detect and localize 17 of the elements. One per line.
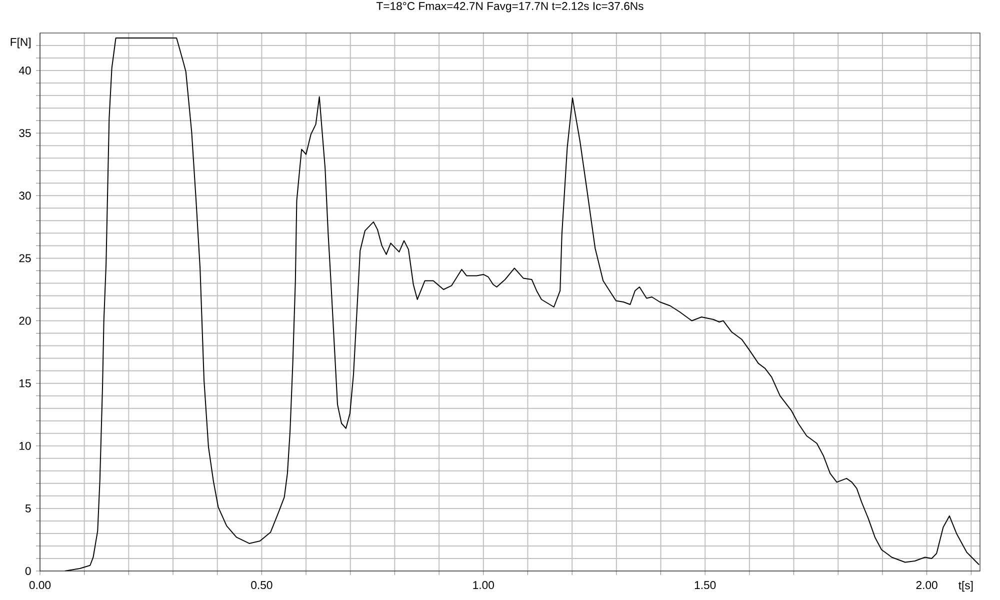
x-tick-label: 0.50 [251, 581, 272, 590]
chart-title: T=18°C Fmax=42.7N Favg=17.7N t=2.12s Ic=37.6Ns [376, 2, 644, 12]
x-tick-label: 2.00 [916, 581, 938, 590]
y-tick-label: 20 [19, 316, 31, 325]
x-axis-title: t[s] [958, 581, 973, 592]
y-tick-label: 35 [19, 129, 31, 138]
x-tick-label: 0.00 [29, 581, 51, 590]
x-tick-label: 1.50 [694, 581, 716, 590]
y-tick-label: 10 [20, 442, 31, 450]
y-tick-label: 25 [19, 254, 31, 262]
y-tick-label: 15 [20, 379, 31, 388]
y-tick-label: 0 [25, 566, 31, 576]
y-tick-label: 40 [18, 66, 31, 75]
x-tick-label: 1.00 [473, 581, 494, 590]
y-tick-label: 5 [25, 504, 31, 512]
y-tick-label: 30 [19, 192, 31, 200]
y-axis-title: F[N] [10, 38, 30, 48]
